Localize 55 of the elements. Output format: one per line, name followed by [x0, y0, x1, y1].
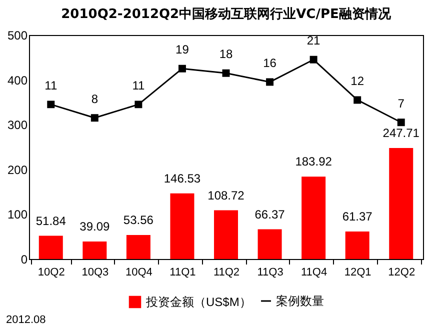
x-tick-label: 10Q2 [38, 266, 65, 278]
bar [345, 232, 370, 259]
data-label: 11 [44, 78, 58, 92]
data-label: 11 [132, 78, 145, 92]
data-label: 21 [306, 34, 321, 48]
data-label: 7 [398, 96, 405, 110]
y-tick-label: 200 [7, 162, 28, 177]
data-label: 16 [263, 56, 277, 70]
data-label: 183.92 [295, 154, 332, 169]
point [354, 96, 362, 104]
data-label: 146.53 [164, 171, 201, 186]
data-label: 19 [176, 42, 190, 57]
x-tick-label: 12Q1 [344, 266, 372, 278]
data-label: 66.37 [254, 207, 286, 222]
y-tick-label: 100 [7, 208, 28, 222]
data-label: 8 [91, 92, 98, 106]
bar [302, 176, 326, 259]
data-label: 18 [219, 47, 233, 62]
data-label: 61.37 [342, 210, 373, 224]
y-tick-label: 300 [7, 118, 28, 132]
chart-title: 2010Q2-2012Q2中国移动互联网行业VC/PE融资情况 [61, 7, 392, 22]
x-tick-label: 10Q4 [125, 266, 152, 278]
point [47, 100, 55, 108]
x-tick-label: 11Q2 [213, 266, 240, 278]
data-label: 39.09 [80, 219, 110, 234]
x-tick-label: 12Q2 [388, 266, 416, 278]
bar [389, 148, 414, 259]
legend-label: 案例数量 [276, 294, 324, 308]
point [178, 64, 186, 72]
data-label: 51.84 [36, 214, 66, 228]
point [134, 100, 142, 108]
x-tick-label: 11Q4 [301, 266, 328, 278]
point [310, 56, 318, 64]
y-tick-label: 500 [7, 28, 28, 42]
bar [258, 229, 282, 259]
point [266, 78, 274, 86]
legend-label: 投资金额（US$M） [145, 295, 252, 309]
bar [82, 241, 107, 259]
x-tick-label: 11Q1 [170, 266, 196, 278]
data-label: 108.72 [208, 188, 245, 202]
bar [214, 210, 238, 259]
point [397, 118, 405, 126]
data-label: 12 [350, 74, 364, 88]
point [90, 114, 98, 122]
text: 2012.08 [6, 314, 46, 326]
bar [126, 235, 150, 259]
bar [38, 236, 63, 259]
data-label: 247.71 [382, 126, 420, 140]
x-tick-label: 10Q3 [82, 266, 109, 278]
y-tick-label: 0 [20, 252, 28, 266]
x-tick-label: 11Q3 [257, 266, 284, 278]
bar [170, 193, 194, 259]
point [222, 69, 230, 77]
data-label: 53.56 [123, 213, 154, 228]
y-tick-label: 400 [7, 73, 28, 88]
